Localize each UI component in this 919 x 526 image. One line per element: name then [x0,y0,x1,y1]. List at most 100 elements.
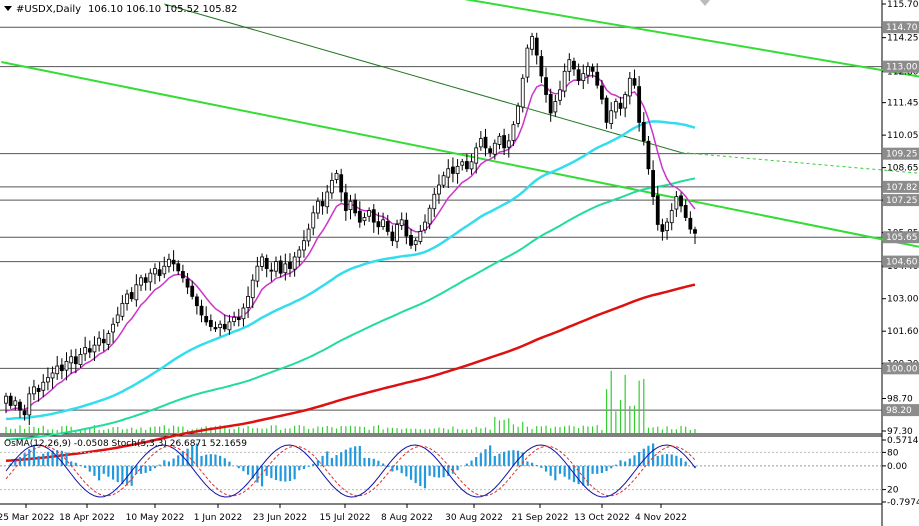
sub-tick-label: 0.00 [887,462,907,472]
candlesticks [4,32,697,426]
stoch-signal-line[interactable] [5,445,696,497]
level-labels: 114.70 113.00 109.25 107.82 107.25 105.65 104.… [883,21,919,417]
time-tick-label: 21 Sep 2022 [511,513,568,523]
candle-body [693,229,697,234]
price-tick-label: 97.30 [887,427,913,437]
level-label: 98.20 [886,406,912,416]
candle-body [120,302,125,317]
candle-body [36,387,41,392]
candle-body [483,136,488,149]
candle-body [4,395,8,404]
candle-body [208,320,213,327]
candle-body [572,60,576,70]
candle-body [539,56,544,77]
candle-body [381,219,385,227]
candle-body [488,148,493,153]
candle-body [390,231,395,242]
candle-body [427,207,432,225]
ma-200-line[interactable] [5,283,696,463]
stoch-main-line[interactable] [5,444,696,498]
inner-trend-extension[interactable] [680,152,919,197]
candle-body [516,105,520,124]
candle-body [50,372,55,379]
candle-body [283,263,288,274]
candle-body [595,71,600,86]
price-tick-label: 103.00 [887,295,919,305]
ma-100-line[interactable] [5,177,696,441]
candle-body [194,296,199,307]
candle-body [548,93,553,114]
channel-lower-line[interactable] [1,61,919,301]
candle-body [73,356,78,365]
main-plot-frame [0,0,883,526]
channel-upper-line[interactable] [439,0,919,122]
candle-body [264,257,269,269]
candle-body [78,354,83,366]
candle-body [92,344,97,353]
price-level-lines [0,26,882,411]
candle-body [586,66,590,76]
candle-body [227,321,232,331]
candle-body [544,77,548,95]
candle-body [260,256,264,267]
sub-tick-label: 80 [887,448,899,458]
candle-body [399,219,404,226]
candle-body [288,261,292,269]
candle-body [343,192,348,211]
candle-body [567,59,572,72]
candle-body [316,200,320,214]
candle-body [125,293,129,304]
level-label: 104.60 [886,258,918,268]
candle-body [455,166,460,174]
candle-body [432,193,437,210]
candle-body [22,410,27,416]
candle-body [148,272,153,283]
candle-body [423,221,427,231]
candle-body [404,219,409,237]
candle-body [129,292,134,300]
candle-body [232,316,237,322]
price-tick-label: 108.65 [887,164,919,174]
candle-body [604,97,609,123]
level-label-bg [883,21,919,34]
level-label-bg [883,231,919,244]
inner-trend-line[interactable] [164,3,682,154]
candle-body [278,260,283,274]
ma-50-line[interactable] [5,120,696,421]
candle-body [153,268,157,275]
candle-body [451,166,455,174]
candle-body [632,78,637,86]
triangle-down-icon[interactable] [4,6,12,11]
candle-body [641,122,646,142]
candle-body [157,269,162,276]
level-label: 105.65 [886,233,918,243]
time-tick-label: 4 Nov 2022 [635,513,687,523]
time-tick-label: 1 Jun 2022 [194,513,242,523]
moving-averages [5,74,696,463]
level-label: 100.00 [886,364,918,374]
candle-body [87,348,92,353]
shift-marker-icon[interactable] [700,0,710,6]
candle-body [106,333,111,345]
sub-tick-label: -0.7974 [887,498,919,508]
candle-body [83,347,88,355]
candle-body [441,175,446,186]
candle-body [185,278,190,288]
level-label-bg [883,404,919,417]
candle-body [334,173,339,180]
candle-body [520,77,525,108]
candle-body [534,37,539,56]
candle-body [41,381,46,391]
candle-body [362,217,367,222]
level-label-bg [883,255,919,268]
price-tick-label: 111.45 [887,99,919,109]
time-tick-label: 10 May 2022 [126,513,185,523]
candle-body [371,209,376,223]
candle-body [297,249,302,258]
candle-body [269,269,274,272]
candle-body [558,89,562,101]
candle-body [525,47,530,78]
candle-body [64,360,69,371]
time-tick-label: 23 Jun 2022 [253,513,307,523]
